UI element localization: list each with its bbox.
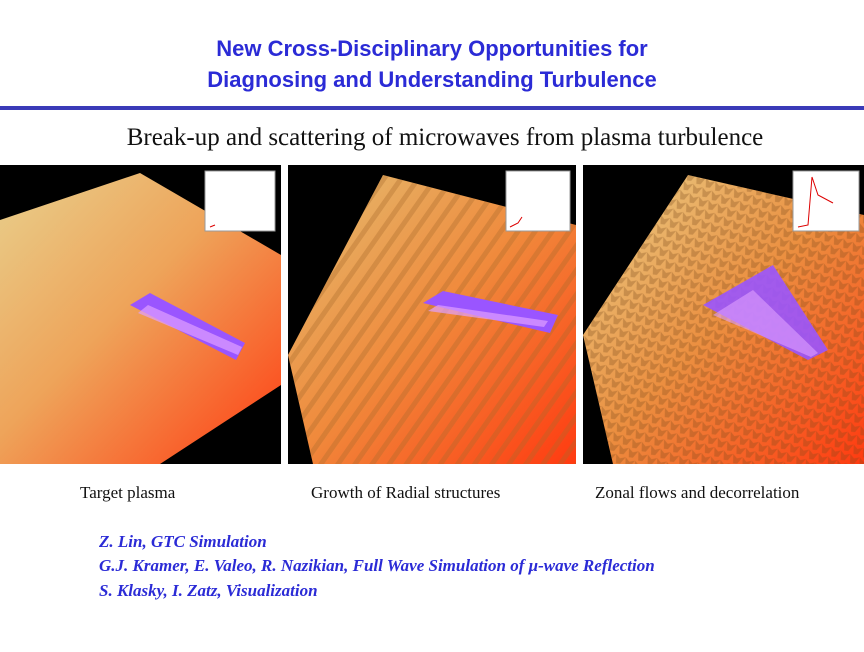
caption-radial-structures: Growth of Radial structures <box>311 483 501 502</box>
caption-zonal-flows: Zonal flows and decorrelation <box>595 483 800 502</box>
radial-structures-image <box>288 170 576 464</box>
credit-gtc-simulation: Z. Lin, GTC Simulation <box>99 532 267 551</box>
caption-target-plasma: Target plasma <box>80 483 176 502</box>
slide-title-line1: New Cross-Disciplinary Opportunities for <box>216 36 648 61</box>
slide-title-line2: Diagnosing and Understanding Turbulence <box>207 67 657 92</box>
zonal-flows-image <box>583 170 864 464</box>
slide-subtitle: Break-up and scattering of microwaves fr… <box>126 124 764 151</box>
title-divider <box>0 106 864 110</box>
simulation-panel-target-plasma <box>0 165 281 464</box>
target-plasma-image <box>0 170 281 464</box>
simulation-panel-radial-structures <box>288 165 576 464</box>
credit-visualization: S. Klasky, I. Zatz, Visualization <box>99 581 318 600</box>
simulation-panel-zonal-flows <box>583 165 864 464</box>
credit-full-wave-simulation: G.J. Kramer, E. Valeo, R. Nazikian, Full… <box>99 556 655 575</box>
